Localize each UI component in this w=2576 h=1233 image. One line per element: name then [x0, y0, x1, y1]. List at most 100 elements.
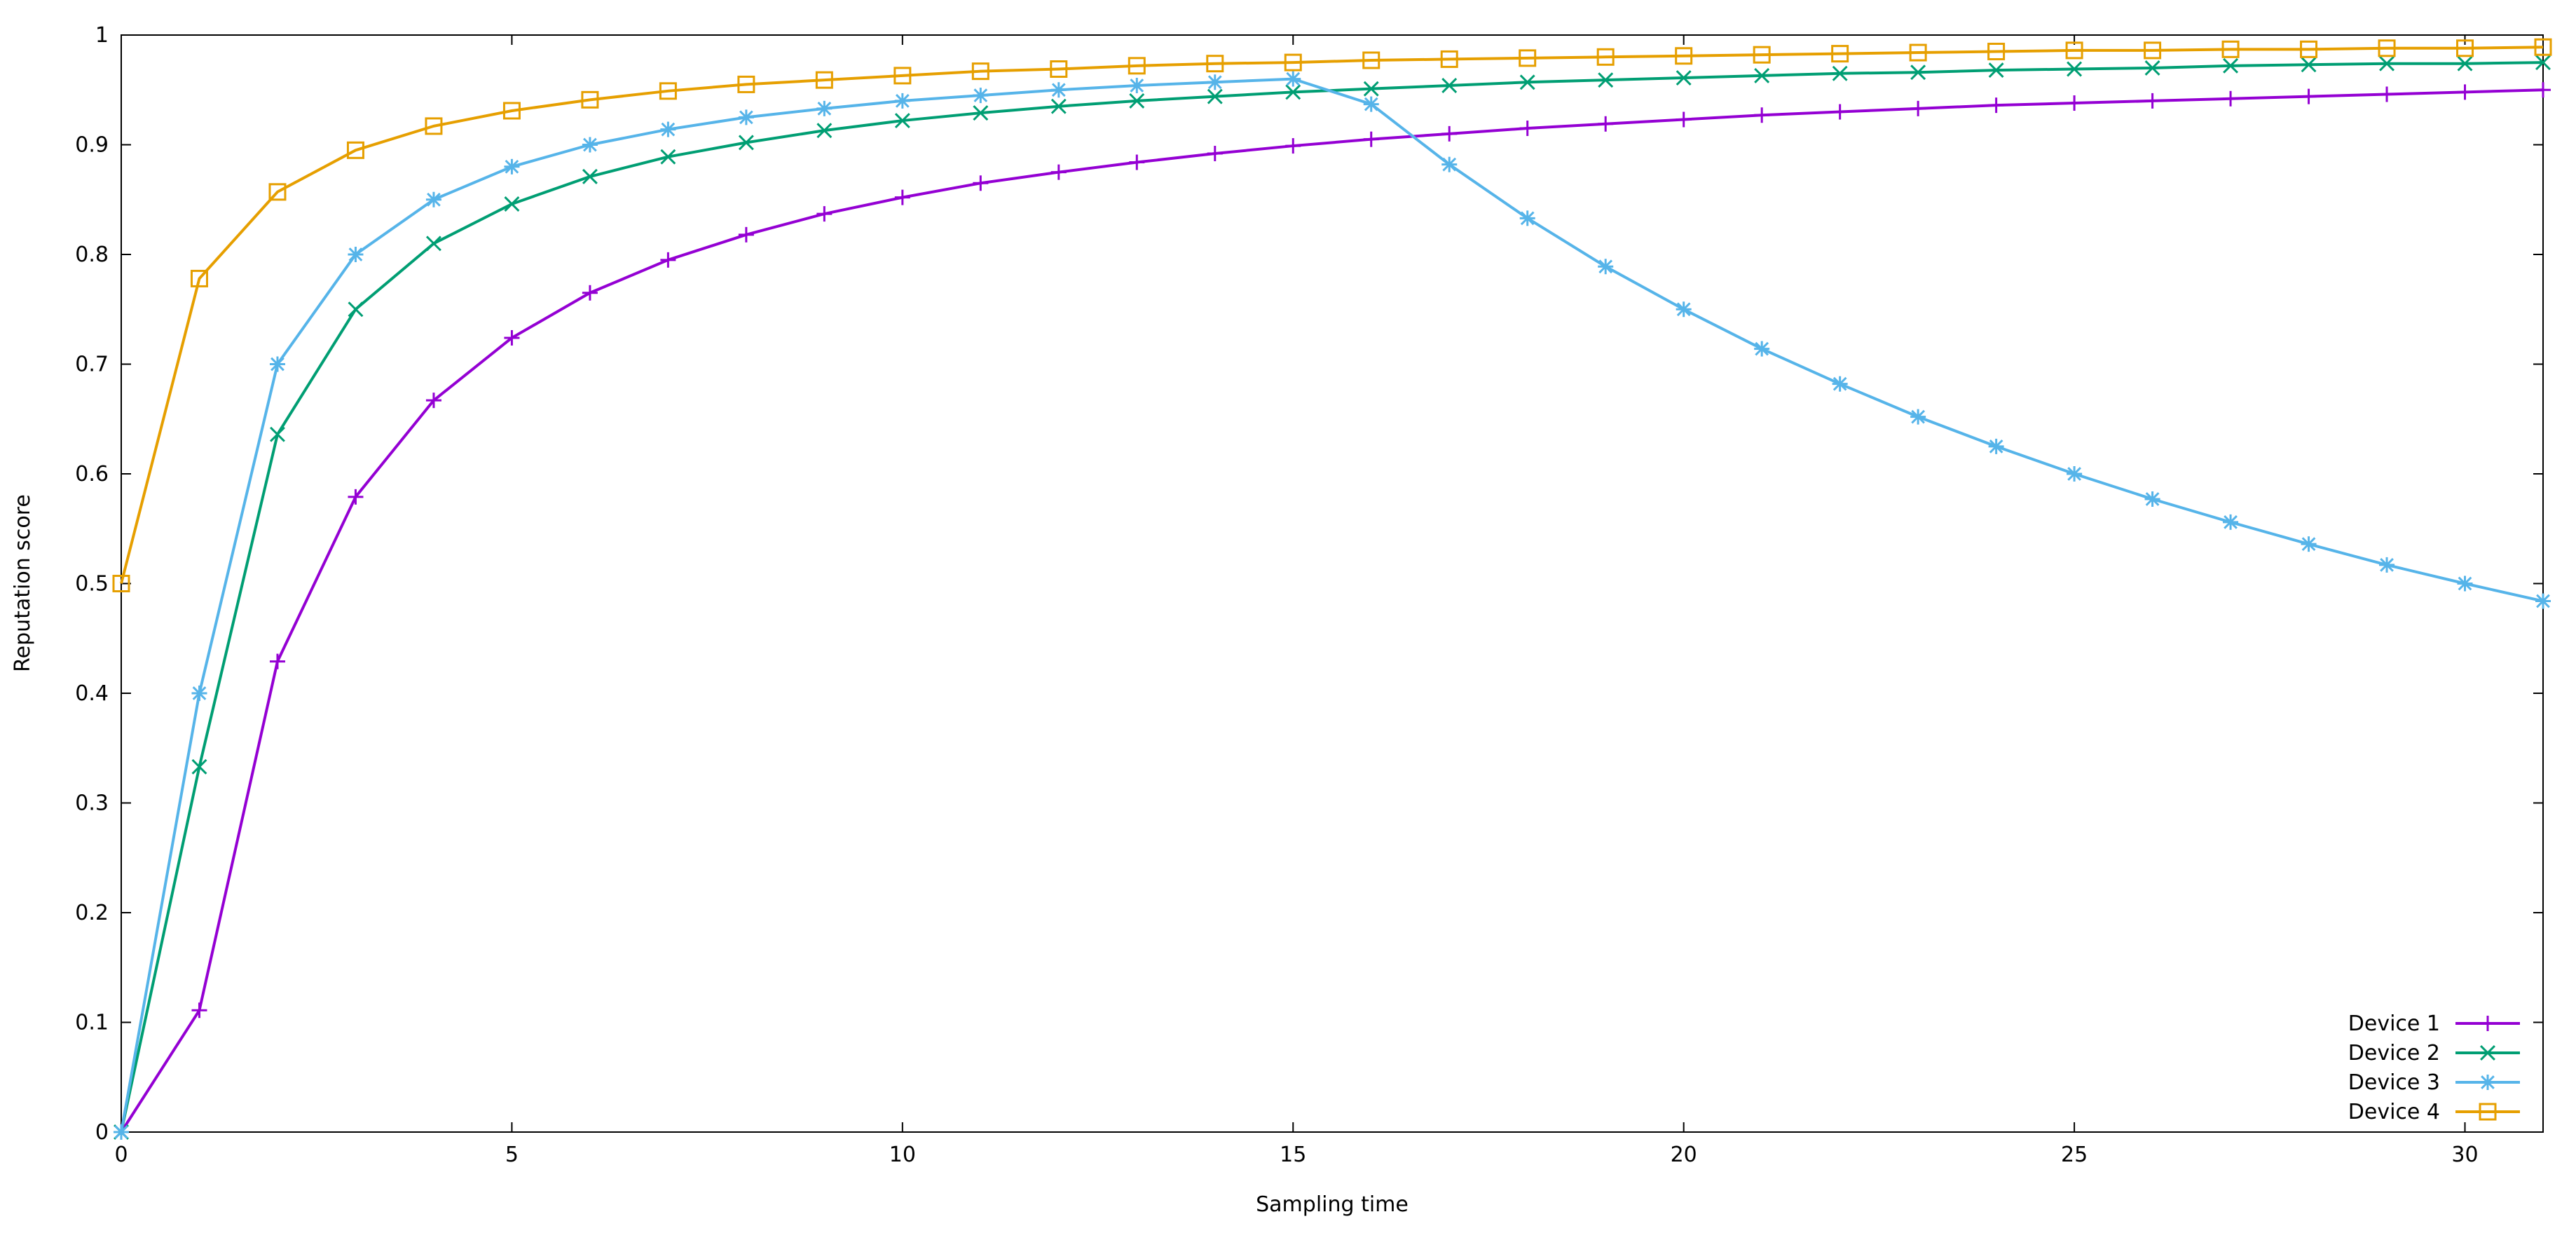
data-point-device-1 — [1832, 104, 1848, 120]
series-line-device-2 — [120, 61, 2544, 1133]
data-point-device-2 — [1988, 62, 2004, 79]
data-point-device-4 — [1440, 50, 1458, 68]
data-point-device-2 — [2457, 55, 2473, 71]
x-tick-label: 15 — [1280, 1143, 1306, 1167]
legend-item-device-4: Device 4 — [2348, 1100, 2520, 1124]
data-point-device-4 — [2534, 38, 2552, 56]
data-point-device-3 — [2535, 593, 2551, 609]
data-point-device-1 — [1207, 146, 1223, 162]
data-point-device-1 — [816, 206, 833, 222]
legend-label: Device 3 — [2348, 1070, 2440, 1095]
data-point-device-3 — [1050, 82, 1067, 98]
data-point-device-2 — [1754, 67, 1770, 83]
data-point-device-3 — [2379, 557, 2395, 573]
y-tick-label: 0.6 — [75, 462, 109, 486]
x-tick-label: 20 — [1671, 1143, 1697, 1167]
data-point-device-4 — [2456, 39, 2474, 57]
series-device-4 — [112, 38, 2552, 592]
data-point-device-2 — [2379, 55, 2395, 71]
data-point-device-2 — [582, 168, 598, 184]
data-point-device-2 — [1050, 98, 1067, 114]
data-point-device-1 — [2535, 82, 2551, 98]
data-point-device-2 — [1832, 65, 1848, 81]
data-point-device-4 — [1050, 60, 1068, 79]
x-tick-label: 10 — [889, 1143, 916, 1167]
data-point-device-3 — [1363, 96, 1379, 112]
data-point-device-1 — [1285, 138, 1301, 154]
series-line-device-1 — [120, 88, 2544, 1133]
y-tick-label: 0.4 — [75, 681, 109, 706]
data-point-device-1 — [1519, 121, 1535, 137]
data-point-device-1 — [504, 329, 520, 346]
data-point-device-4 — [1987, 42, 2006, 60]
legend-label: Device 1 — [2348, 1011, 2440, 1036]
data-point-device-1 — [1910, 100, 1926, 116]
data-point-device-1 — [738, 226, 754, 243]
data-point-device-1 — [1754, 107, 1770, 123]
data-point-device-1 — [1441, 125, 1458, 142]
data-point-device-2 — [894, 113, 910, 129]
axis-ticks: 0 5 10 15 20 25 30 0 0.1 0.2 0.3 0.4 0.5 0.6 0.7 0.8 0.9… — [75, 23, 2543, 1167]
data-point-device-3 — [1129, 77, 1145, 93]
legend-swatch-marker — [2480, 1016, 2495, 1031]
data-point-device-1 — [269, 653, 285, 669]
legend-item-device-3: Device 3 — [2348, 1070, 2520, 1095]
data-point-device-2 — [270, 426, 285, 442]
data-point-device-4 — [502, 102, 521, 120]
plot-frame — [121, 34, 2544, 1133]
data-point-device-4 — [346, 141, 364, 159]
data-point-device-4 — [268, 183, 287, 201]
y-tick-label: 0 — [95, 1120, 109, 1145]
data-point-device-1 — [1988, 97, 2004, 114]
data-point-device-4 — [2378, 39, 2396, 57]
data-point-device-3 — [1285, 71, 1301, 87]
data-point-device-3 — [582, 137, 598, 153]
legend-swatch-marker — [2480, 1075, 2495, 1090]
data-point-device-2 — [816, 123, 833, 139]
series-line-device-4 — [120, 46, 2544, 584]
data-point-device-3 — [660, 121, 676, 137]
x-axis-label: Sampling time — [1256, 1192, 1409, 1217]
data-point-device-3 — [894, 93, 910, 109]
data-point-device-2 — [348, 301, 364, 318]
data-point-device-1 — [191, 1002, 207, 1019]
legend-swatch-marker — [2479, 1103, 2497, 1121]
data-point-device-3 — [348, 247, 364, 262]
y-tick-label: 0.8 — [75, 243, 109, 267]
data-point-device-2 — [1207, 88, 1223, 104]
data-point-device-1 — [1676, 111, 1692, 128]
data-point-device-4 — [425, 117, 443, 135]
data-point-device-4 — [1284, 53, 1302, 71]
legend: Device 1 Device 2 Device 3 Device 4 — [2348, 1011, 2520, 1124]
data-point-device-2 — [2067, 61, 2083, 77]
data-point-device-1 — [425, 393, 441, 409]
data-point-device-3 — [1441, 156, 1458, 172]
series-line-device-3 — [120, 77, 2544, 1133]
data-point-device-3 — [1598, 259, 1614, 275]
legend-item-device-1: Device 1 — [2348, 1011, 2520, 1036]
y-tick-label: 0.1 — [75, 1011, 109, 1035]
data-point-device-4 — [737, 75, 755, 93]
data-point-device-1 — [2457, 84, 2473, 100]
x-tick-label: 5 — [505, 1143, 519, 1167]
data-point-device-3 — [2067, 466, 2083, 482]
data-point-device-4 — [1753, 46, 1771, 64]
y-tick-label: 0.7 — [75, 353, 109, 377]
data-point-device-3 — [114, 1124, 129, 1140]
data-point-device-3 — [1988, 438, 2004, 454]
data-point-device-2 — [1676, 70, 1692, 86]
data-point-device-3 — [816, 100, 833, 116]
series-layer — [112, 38, 2552, 1140]
data-point-device-4 — [1128, 57, 1146, 75]
data-point-device-1 — [1050, 164, 1067, 180]
series-device-1 — [114, 82, 2551, 1140]
data-point-device-2 — [1910, 64, 1926, 81]
data-point-device-4 — [2221, 40, 2240, 58]
data-point-device-2 — [973, 105, 989, 121]
data-point-device-2 — [1285, 84, 1301, 100]
data-point-device-4 — [1675, 47, 1693, 65]
data-point-device-1 — [2379, 86, 2395, 102]
data-point-device-1 — [348, 489, 364, 505]
data-point-device-3 — [1207, 74, 1223, 90]
legend-item-device-2: Device 2 — [2348, 1041, 2520, 1065]
